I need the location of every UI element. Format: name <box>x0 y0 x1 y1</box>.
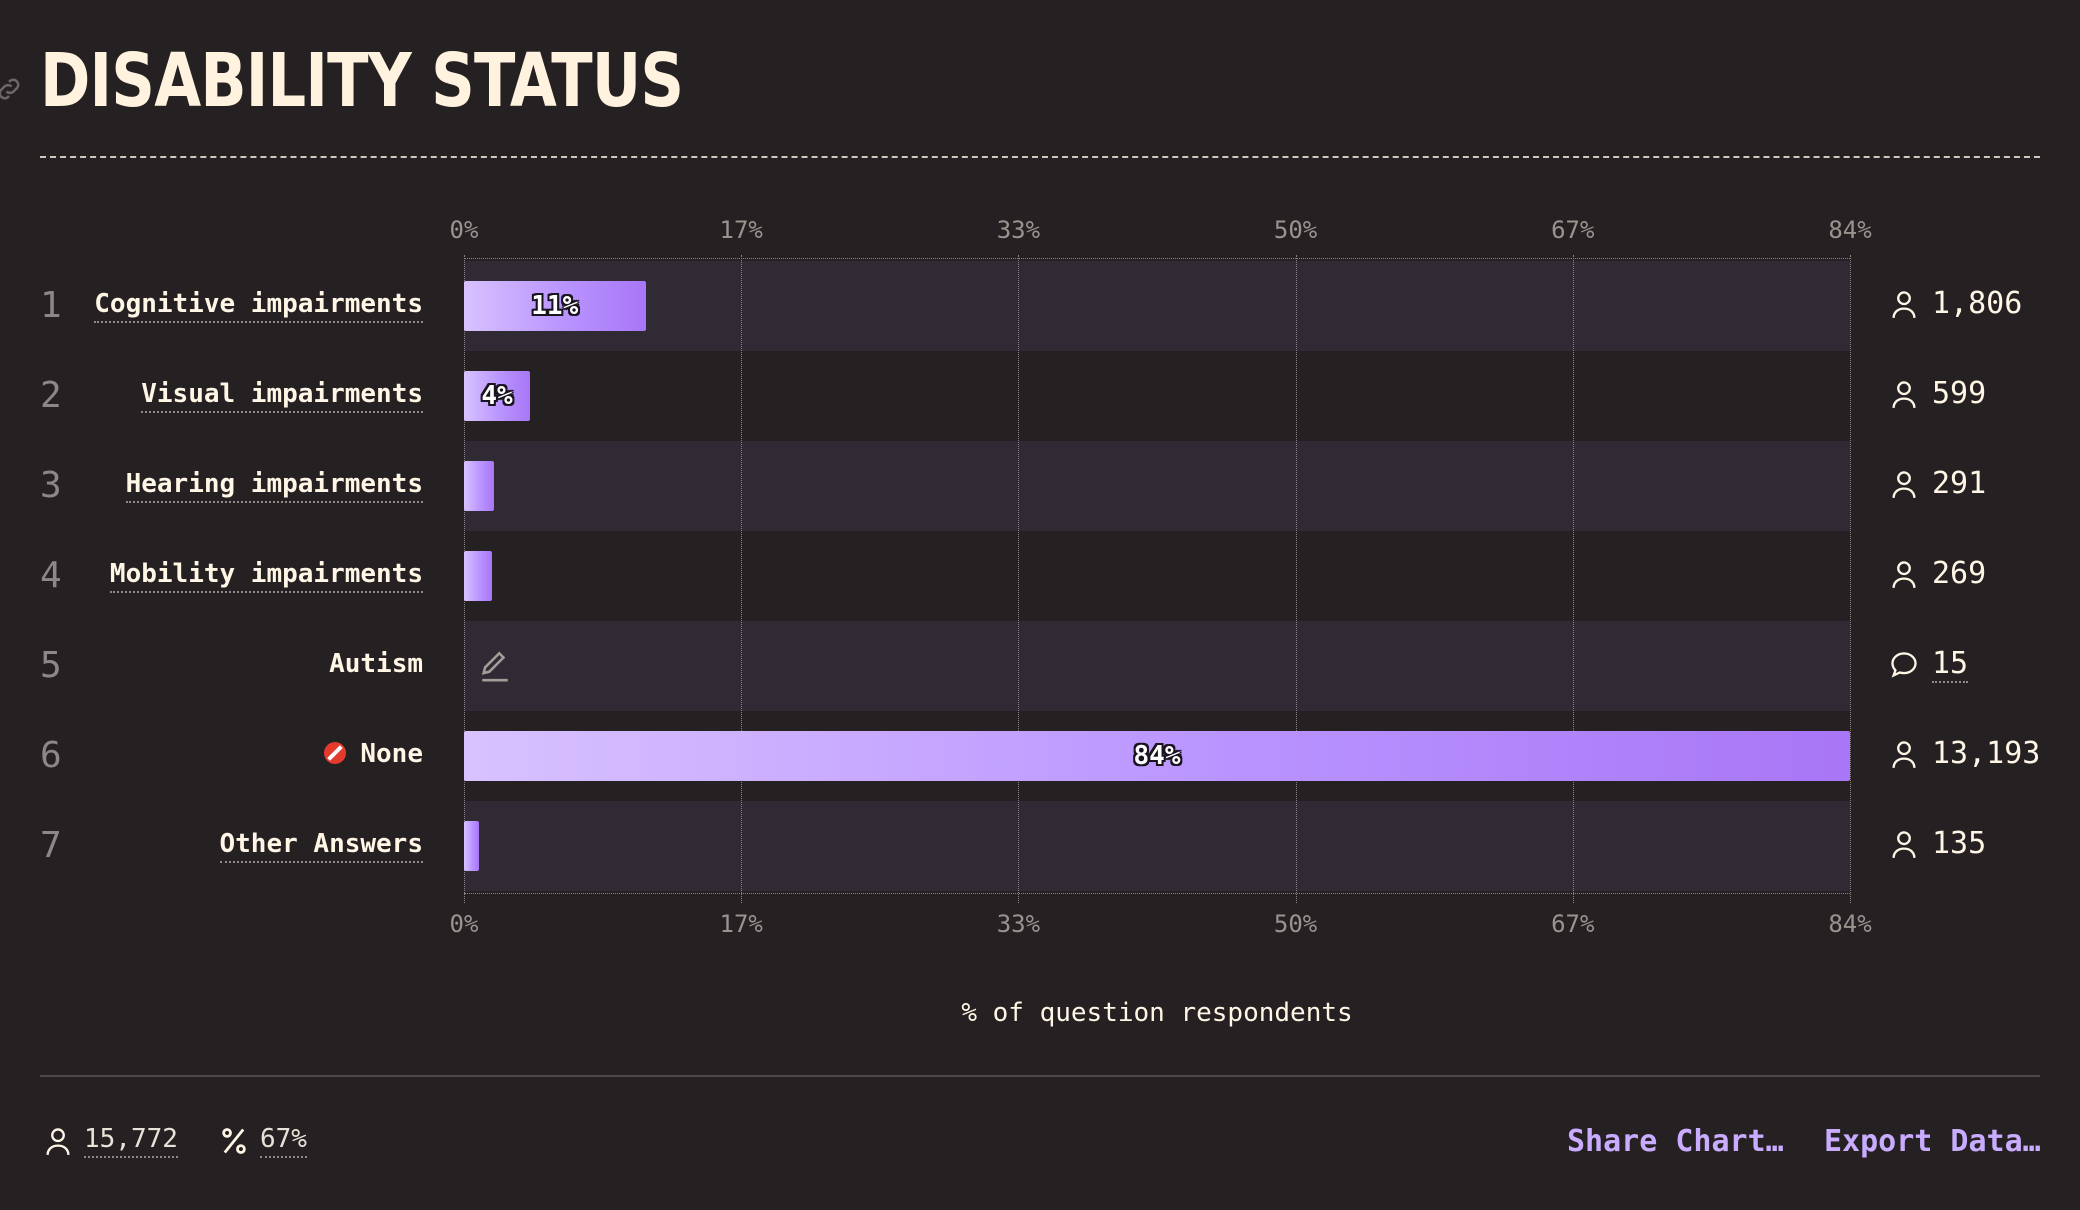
row-count[interactable]: 15 <box>1890 646 1969 683</box>
x-tick-label-bottom: 67% <box>1551 910 1595 938</box>
bar-value-label: 4% <box>481 381 513 411</box>
person-icon <box>1892 290 1916 318</box>
row-count: 269 <box>1890 556 1986 591</box>
gridline <box>1850 255 1851 903</box>
x-tick-label-bottom: 84% <box>1828 910 1872 938</box>
row-count: 1,806 <box>1890 286 2022 321</box>
bar-value-label: 84% <box>1133 741 1181 771</box>
plot-bottom-border <box>464 893 1850 894</box>
x-tick-label-top: 0% <box>449 216 479 244</box>
export-data-button[interactable]: Export Data… <box>1824 1124 2041 1159</box>
row-rank: 1 <box>40 285 62 326</box>
gridline <box>1018 255 1020 903</box>
link-icon[interactable] <box>0 74 24 104</box>
row-count: 135 <box>1890 826 1986 861</box>
person-icon <box>1892 380 1916 408</box>
plot-top-border <box>464 258 1850 259</box>
row-count: 599 <box>1890 376 1986 411</box>
row-rank: 7 <box>40 825 62 866</box>
row-band <box>464 621 1850 711</box>
share-chart-button[interactable]: Share Chart… <box>1567 1124 1784 1159</box>
row-label-text: Other Answers <box>219 829 424 859</box>
comment-icon <box>1891 651 1917 678</box>
respondents-stat[interactable]: 15,772 <box>44 1124 178 1158</box>
row-count-value: 269 <box>1932 556 1987 591</box>
row-label-text: Mobility impairments <box>109 559 423 589</box>
x-tick-label-top: 17% <box>719 216 763 244</box>
page-title: DISABILITY STATUS <box>40 38 684 124</box>
title-divider <box>40 156 2040 158</box>
row-label[interactable]: Autism <box>329 647 423 681</box>
row-label-text: Autism <box>329 649 423 679</box>
person-icon <box>1892 470 1916 498</box>
bar[interactable] <box>464 821 479 871</box>
row-rank: 3 <box>40 465 62 506</box>
respondents-count: 15,772 <box>84 1124 178 1158</box>
x-tick-label-bottom: 17% <box>719 910 763 938</box>
row-label-text: Visual impairments <box>141 379 423 409</box>
row-band <box>464 531 1850 621</box>
row-label[interactable]: Cognitive impairments <box>94 287 423 323</box>
gridline <box>1295 255 1297 903</box>
gridline <box>1572 255 1574 903</box>
bar-value-label: 11% <box>531 291 579 321</box>
row-rank: 2 <box>40 375 62 416</box>
row-label[interactable]: Visual impairments <box>141 377 423 413</box>
row-label-text: Hearing impairments <box>125 469 423 499</box>
footer-divider <box>40 1075 2040 1077</box>
person-icon <box>1892 560 1916 588</box>
row-count-value: 291 <box>1932 466 1987 501</box>
row-label-text: None <box>360 739 423 769</box>
person-icon <box>1892 740 1916 768</box>
x-tick-label-bottom: 33% <box>996 910 1041 938</box>
row-count-value: 13,193 <box>1932 736 2041 771</box>
x-tick-label-top: 84% <box>1828 216 1872 244</box>
row-band <box>464 351 1850 441</box>
row-count-value: 599 <box>1932 376 1987 411</box>
row-label[interactable]: Other Answers <box>219 827 424 863</box>
x-tick-label-top: 50% <box>1273 216 1318 244</box>
x-axis-title: % of question respondents <box>961 998 1353 1028</box>
row-rank: 4 <box>40 555 62 596</box>
row-count: 13,193 <box>1890 736 2040 771</box>
row-rank: 5 <box>40 645 62 686</box>
row-band <box>464 261 1850 351</box>
percentage-stat[interactable]: 67% <box>220 1124 307 1158</box>
bar[interactable]: 11% <box>464 281 646 331</box>
prohibited-emoji-icon <box>324 742 347 764</box>
x-tick-label-top: 33% <box>996 216 1041 244</box>
row-label-text: Cognitive impairments <box>94 289 423 319</box>
gridline <box>741 255 743 903</box>
row-count-value: 1,806 <box>1932 286 2023 321</box>
row-label[interactable]: Hearing impairments <box>125 467 423 503</box>
person-icon <box>46 1128 70 1155</box>
x-tick-label-bottom: 50% <box>1273 910 1318 938</box>
pencil-icon[interactable] <box>478 649 512 683</box>
row-count: 291 <box>1890 466 1986 501</box>
row-band <box>464 801 1850 891</box>
row-label[interactable]: Mobility impairments <box>109 557 423 593</box>
person-icon <box>1892 830 1916 858</box>
x-tick-label-bottom: 0% <box>449 910 479 938</box>
row-label[interactable]: None <box>324 737 423 771</box>
percent-icon <box>222 1128 246 1154</box>
row-count-value: 15 <box>1932 646 1969 683</box>
row-band <box>464 441 1850 531</box>
x-tick-label-top: 67% <box>1551 216 1595 244</box>
row-count-value: 135 <box>1932 826 1987 861</box>
bar[interactable]: 84% <box>464 731 1850 781</box>
row-rank: 6 <box>40 735 62 776</box>
bar[interactable] <box>464 551 493 601</box>
bar[interactable]: 4% <box>464 371 530 421</box>
bar[interactable] <box>464 461 494 511</box>
percentage-value: 67% <box>260 1124 307 1158</box>
